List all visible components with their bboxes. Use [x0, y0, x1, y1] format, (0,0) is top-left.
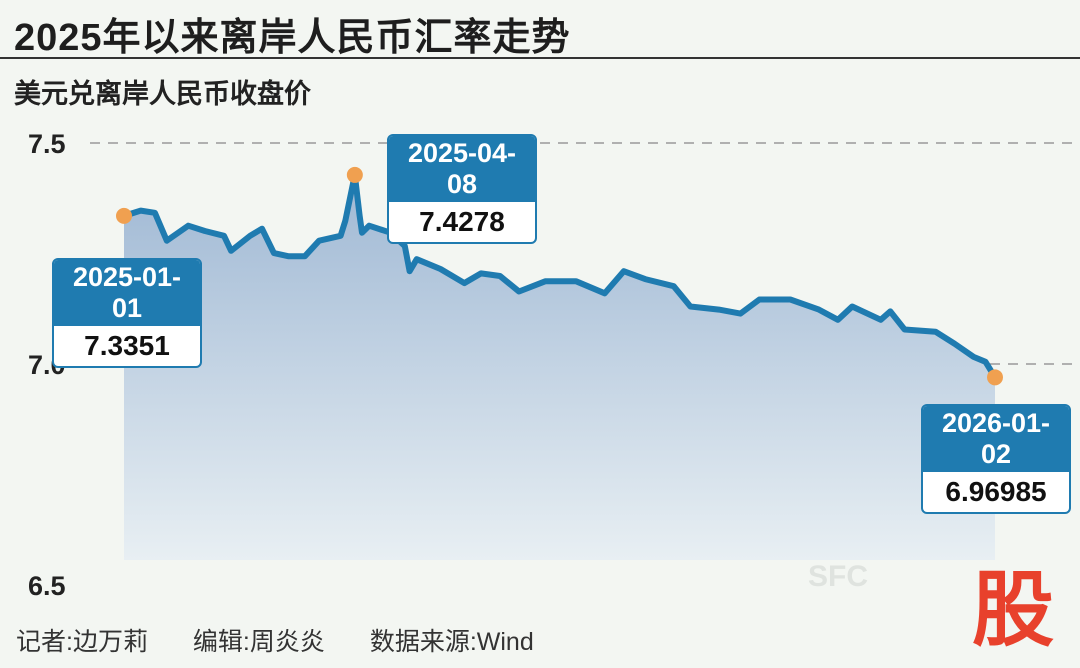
source-credit: 数据来源:Wind	[369, 628, 534, 656]
annotation-marker	[346, 166, 363, 183]
series-line	[123, 171, 998, 379]
annotation-value: 6.96985	[945, 476, 1047, 507]
y-tick-label: 7.5	[28, 129, 66, 159]
annotation-start: 2025-01-01 7.3351	[52, 258, 202, 368]
reporter-credit: 记者:边万莉	[16, 628, 148, 656]
badge-logo: 股	[972, 565, 1055, 656]
annotation-date: 2025-01-01	[54, 260, 200, 326]
annotation-peak: 2025-04-08 7.4278	[387, 134, 537, 244]
annotation-end: 2026-01-02 6.96985	[921, 404, 1071, 514]
footer-credits: 记者:边万莉 编辑:周炎炎 数据来源:Wind	[16, 622, 556, 658]
annotation-marker	[987, 369, 1003, 386]
chart-title: 2025年以来离岸人民币汇率走势	[14, 17, 571, 59]
annotation-date: 2026-01-02	[923, 406, 1069, 472]
editor-credit: 编辑:周炎炎	[192, 628, 325, 656]
y-tick-label: 6.5	[28, 571, 66, 601]
area-fill	[124, 174, 995, 560]
title-divider	[0, 57, 1080, 59]
annotation-value: 7.4278	[419, 206, 505, 237]
annotation-marker	[116, 207, 132, 224]
watermark-logo: SFC	[808, 560, 868, 593]
chart-subtitle: 美元兑离岸人民币收盘价	[14, 79, 311, 109]
annotation-date: 2025-04-08	[389, 136, 535, 202]
annotation-value: 7.3351	[84, 330, 170, 361]
